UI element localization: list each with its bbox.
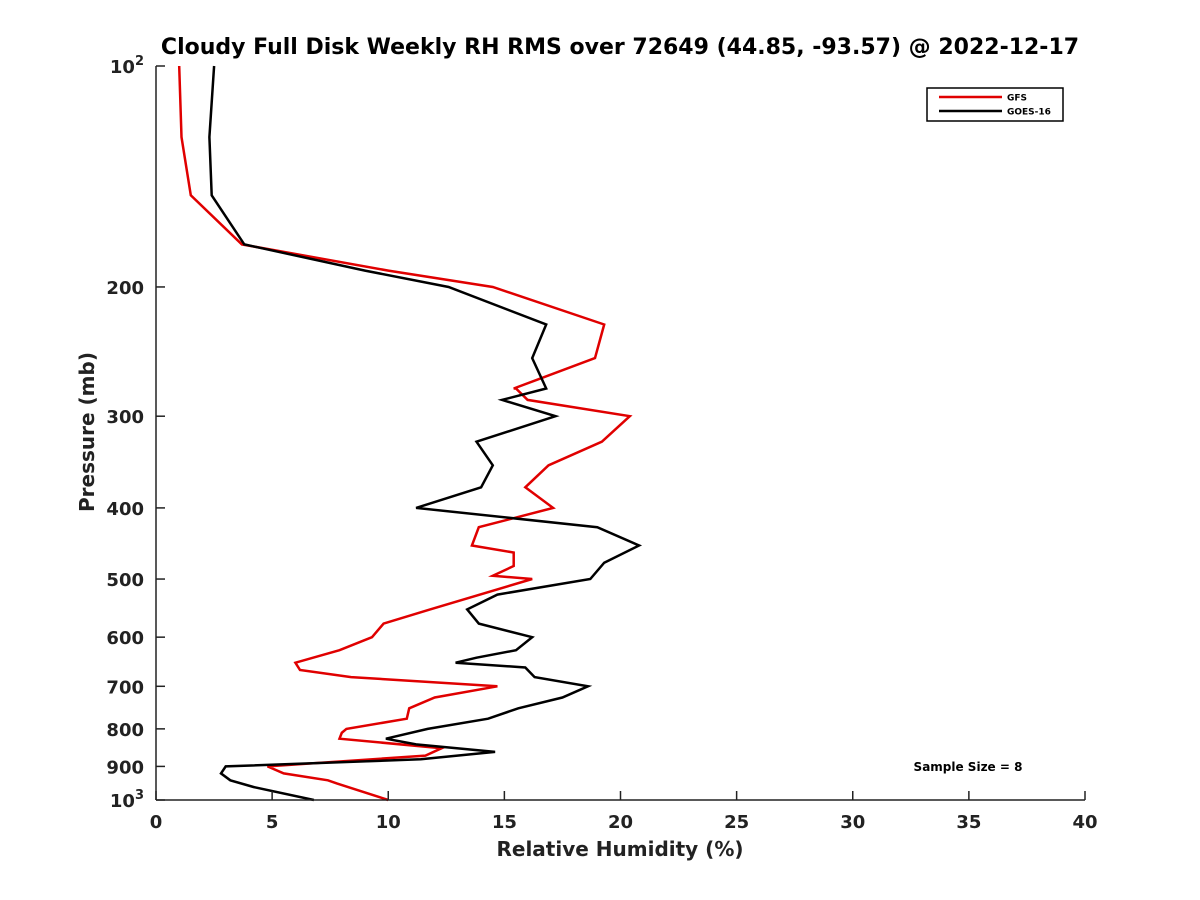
x-tick-label: 40 bbox=[1072, 812, 1097, 833]
y-tick-label: 103 bbox=[110, 788, 144, 812]
x-tick-label: 30 bbox=[840, 812, 865, 833]
x-tick-label: 15 bbox=[492, 812, 517, 833]
x-tick-label: 10 bbox=[376, 812, 401, 833]
y-tick-label: 800 bbox=[106, 720, 144, 741]
plot-area bbox=[156, 66, 1085, 800]
chart-title: Cloudy Full Disk Weekly RH RMS over 7264… bbox=[161, 35, 1079, 60]
y-axis-label: Pressure (mb) bbox=[75, 352, 99, 512]
y-tick-label: 400 bbox=[106, 499, 144, 520]
y-tick-label: 102 bbox=[110, 54, 144, 78]
sample-size-annotation: Sample Size = 8 bbox=[914, 760, 1023, 774]
y-tick-label: 600 bbox=[106, 628, 144, 649]
x-tick-label: 25 bbox=[724, 812, 749, 833]
series-lines bbox=[177, 65, 643, 802]
y-tick-label: 900 bbox=[106, 757, 144, 778]
x-axis-label: Relative Humidity (%) bbox=[496, 837, 743, 861]
legend-label: GFS bbox=[1007, 94, 1027, 104]
x-tick-label: 20 bbox=[608, 812, 633, 833]
legend-box bbox=[926, 87, 1064, 122]
y-tick-label: 300 bbox=[106, 407, 144, 428]
series-line-goes-16 bbox=[208, 65, 643, 802]
legend-label: GOES-16 bbox=[1007, 108, 1051, 118]
x-tick-label: 35 bbox=[956, 812, 981, 833]
x-tick-label: 5 bbox=[266, 812, 279, 833]
legend: GFS GOES-16 bbox=[926, 87, 1064, 122]
tick-marks-and-labels: 0 5 10 15 20 25 30 35 40 102 200 300 400 500 600 700 800… bbox=[106, 54, 1097, 833]
y-tick-label: 500 bbox=[106, 570, 144, 591]
y-tick-label: 200 bbox=[106, 278, 144, 299]
y-tick-label: 700 bbox=[106, 677, 144, 698]
x-tick-label: 0 bbox=[150, 812, 163, 833]
series-line-gfs bbox=[177, 65, 633, 802]
axes-background bbox=[156, 66, 1085, 800]
